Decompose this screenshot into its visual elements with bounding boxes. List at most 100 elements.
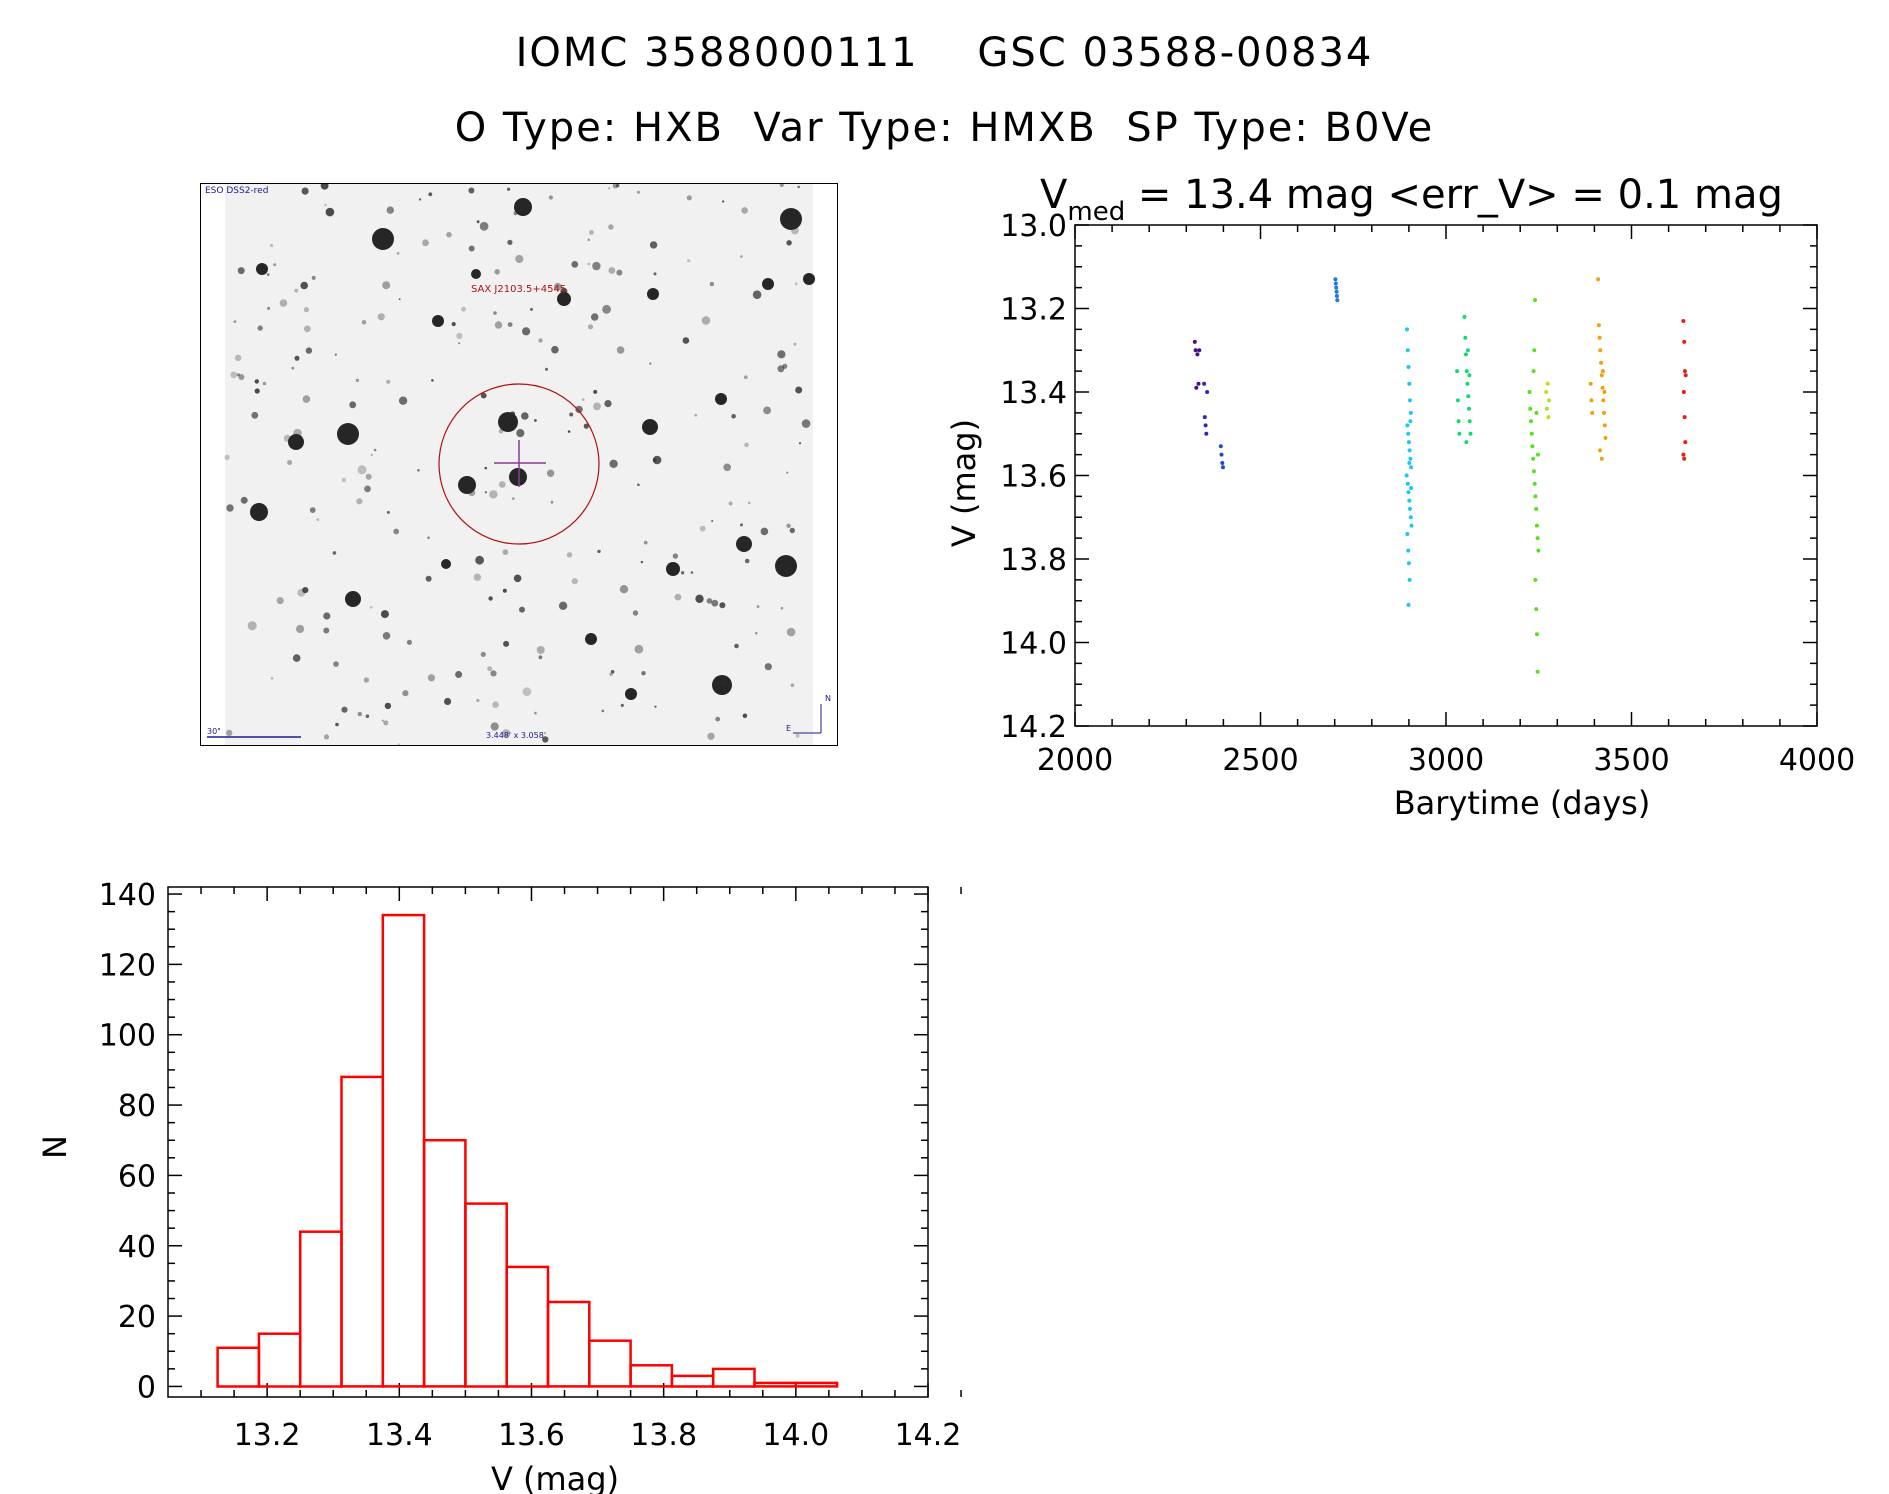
data-point <box>1529 431 1534 436</box>
star <box>456 332 463 340</box>
star <box>550 500 554 504</box>
star <box>682 337 690 344</box>
data-point <box>1588 381 1593 386</box>
data-point <box>1462 314 1467 319</box>
data-point <box>1407 381 1412 386</box>
star <box>640 560 644 564</box>
star <box>305 347 313 354</box>
data-point <box>1534 607 1539 612</box>
light-curve-x-label: Barytime (days) <box>1394 784 1651 822</box>
star <box>719 678 728 687</box>
star <box>256 263 268 275</box>
star <box>489 490 498 499</box>
star <box>795 733 800 738</box>
data-point <box>1406 490 1411 495</box>
star <box>553 282 562 291</box>
star <box>422 239 429 247</box>
star <box>270 677 274 680</box>
y-tick-label: 13.0 <box>1000 209 1067 244</box>
data-point <box>1596 323 1601 328</box>
star <box>431 379 434 382</box>
data-point <box>1599 360 1604 365</box>
histogram-bar <box>464 1202 508 1388</box>
y-tick-label: 100 <box>99 1019 156 1054</box>
star <box>302 395 311 403</box>
data-point <box>1408 456 1413 461</box>
star <box>369 605 373 609</box>
star <box>302 587 309 594</box>
star <box>687 259 691 263</box>
data-point <box>1218 444 1223 449</box>
star <box>743 375 748 380</box>
star <box>294 288 299 293</box>
finding-chart-survey-label: ESO DSS2-red <box>205 186 269 196</box>
data-point <box>1334 285 1339 290</box>
star <box>680 571 685 575</box>
light-curve-title-sub: med <box>1067 197 1125 227</box>
star <box>636 190 640 194</box>
star <box>324 203 327 207</box>
star <box>458 342 461 345</box>
star <box>587 324 594 330</box>
data-point <box>1455 369 1460 374</box>
data-point <box>1598 448 1602 453</box>
star <box>589 230 594 235</box>
star <box>361 319 367 325</box>
data-point <box>1544 406 1549 411</box>
histogram-bar <box>422 1138 467 1388</box>
x-tick-label: 13.6 <box>498 1418 565 1453</box>
data-point <box>1534 632 1539 637</box>
data-point <box>1409 465 1414 470</box>
star <box>427 536 430 539</box>
star <box>345 591 361 607</box>
star <box>381 719 384 722</box>
x-tick-label: 2500 <box>1222 743 1298 778</box>
y-tick-label: 140 <box>99 878 156 913</box>
y-tick-label: 60 <box>118 1159 156 1194</box>
star <box>316 518 320 521</box>
data-point <box>1334 294 1339 298</box>
star <box>257 325 263 331</box>
data-point <box>1405 348 1410 353</box>
star <box>254 388 260 394</box>
y-tick-label: 120 <box>99 948 156 983</box>
data-point <box>1464 352 1468 357</box>
y-tick-label: 13.8 <box>1000 543 1067 578</box>
star <box>522 327 531 336</box>
star <box>612 184 619 189</box>
data-point <box>1533 577 1538 582</box>
star <box>513 211 518 216</box>
histogram-frame <box>167 886 929 1398</box>
star <box>509 468 527 486</box>
star <box>616 269 623 276</box>
data-point <box>1531 469 1536 474</box>
star <box>320 184 329 190</box>
star <box>558 601 568 610</box>
star <box>294 355 300 361</box>
star <box>498 429 504 434</box>
star <box>707 732 715 740</box>
light-curve-y-label: V (mag) <box>945 419 983 547</box>
star <box>701 316 711 325</box>
star <box>269 243 274 248</box>
star <box>402 690 409 697</box>
data-point <box>1600 385 1605 390</box>
star <box>357 465 367 475</box>
star <box>747 501 751 505</box>
star <box>380 610 389 619</box>
data-point <box>1409 486 1414 490</box>
star <box>641 671 646 676</box>
star <box>365 714 370 718</box>
star <box>417 469 420 472</box>
star <box>502 588 507 593</box>
star <box>292 654 301 662</box>
star <box>494 269 500 275</box>
star <box>762 278 774 290</box>
star <box>435 322 440 327</box>
star <box>460 483 466 489</box>
light-curve-title-v: V <box>1040 172 1068 218</box>
data-point <box>1193 348 1198 353</box>
star <box>384 702 392 710</box>
star <box>334 353 337 356</box>
x-tick-label: 13.2 <box>234 1418 301 1453</box>
